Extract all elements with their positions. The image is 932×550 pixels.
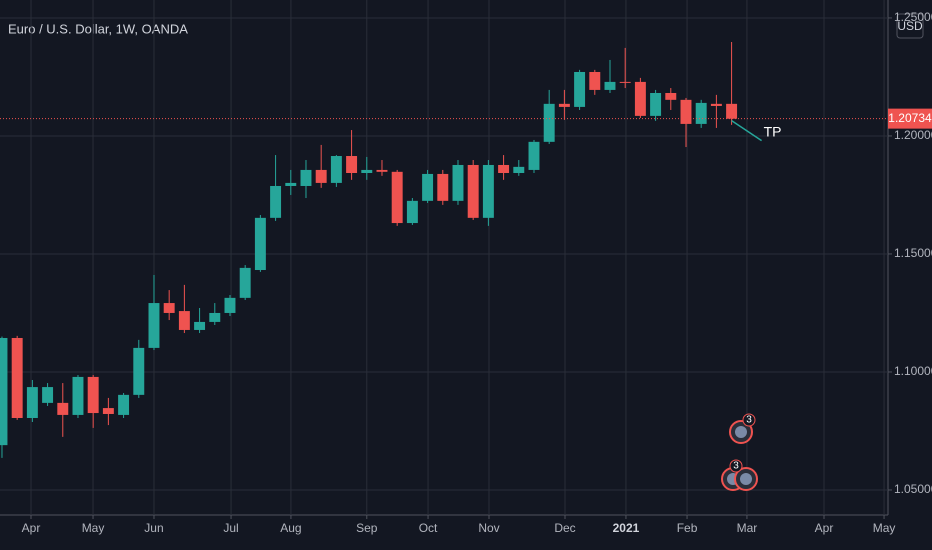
price-label-box <box>888 108 932 129</box>
candle-body <box>634 81 646 116</box>
candle-body <box>346 156 358 174</box>
event-badge <box>729 459 743 473</box>
annotation-line <box>731 120 763 142</box>
candle-body <box>528 141 540 170</box>
x-tick-label: Apr <box>815 521 834 535</box>
candle-body <box>558 103 570 107</box>
candle-body <box>0 337 8 446</box>
x-tick-label: Nov <box>478 521 499 535</box>
x-tick-label: Jul <box>223 521 238 535</box>
candle-body <box>467 164 479 218</box>
candle-body <box>57 402 69 415</box>
candle-body <box>482 164 494 218</box>
x-tick-label: Sep <box>356 521 378 535</box>
event-icon-inner <box>735 426 747 438</box>
y-tick-label: 1.20000 <box>894 128 932 142</box>
price-label: 1.20734 <box>888 111 932 125</box>
candle-body <box>270 185 282 218</box>
candle-body <box>148 303 160 348</box>
event-icon-inner <box>740 473 752 485</box>
candle-body <box>437 173 449 201</box>
y-tick-label: 1.15000 <box>894 246 932 260</box>
annotation: TP <box>764 123 782 139</box>
x-tick-label: 2021 <box>613 521 640 535</box>
x-tick-label: Dec <box>554 521 575 535</box>
candle-body <box>650 92 662 116</box>
candle-body <box>133 347 145 395</box>
y-tick-label: 1.10000 <box>894 364 932 378</box>
event-badge-label: 3 <box>746 415 752 426</box>
candle-body <box>209 312 221 322</box>
candle-body <box>361 169 373 174</box>
candle-body <box>26 387 38 418</box>
candle-body <box>513 166 525 174</box>
candle-body <box>574 71 586 107</box>
currency-label: USD <box>897 19 923 33</box>
candle-body <box>391 171 403 224</box>
candle-body <box>726 103 738 119</box>
x-tick-label: May <box>873 521 896 535</box>
x-tick-label: Aug <box>280 521 301 535</box>
candle-body <box>118 394 130 415</box>
candle-body <box>452 164 464 201</box>
candle-body <box>695 102 707 124</box>
candle-body <box>42 387 54 403</box>
candle-body <box>254 217 266 271</box>
candle-body <box>315 169 327 183</box>
candle-body <box>224 297 236 313</box>
candle-body <box>543 103 555 142</box>
candle-body <box>330 156 342 183</box>
x-tick-label: Apr <box>22 521 41 535</box>
candle-body <box>619 81 631 83</box>
y-tick-label: 1.25000 <box>894 10 932 24</box>
y-tick-label: 1.05000 <box>894 482 932 496</box>
candle-body <box>239 267 251 298</box>
currency-button[interactable] <box>896 13 924 39</box>
event-badge-label: 3 <box>733 461 739 472</box>
candle-body <box>680 99 692 124</box>
candle-body <box>163 303 175 313</box>
candle-body <box>102 408 114 414</box>
candle-body <box>604 81 616 90</box>
candle-body <box>589 71 601 90</box>
candle-body <box>285 182 297 186</box>
candle-body <box>11 337 23 418</box>
x-tick-label: Jun <box>144 521 163 535</box>
candle-body <box>422 173 434 201</box>
candle-body <box>194 321 206 330</box>
x-tick-label: May <box>82 521 105 535</box>
candle-body <box>406 200 418 224</box>
chart-title: Euro / U.S. Dollar, 1W, OANDA <box>8 21 188 36</box>
candle-body <box>665 92 677 100</box>
event-badge <box>742 413 756 427</box>
x-tick-label: Oct <box>419 521 438 535</box>
x-tick-label: Feb <box>677 521 698 535</box>
candle-body <box>710 103 722 106</box>
candle-body <box>72 376 84 415</box>
candle-body <box>178 311 190 330</box>
candle-body <box>87 376 99 414</box>
candle-body <box>300 169 312 186</box>
candle-body <box>376 169 388 172</box>
x-tick-label: Mar <box>737 521 758 535</box>
candle-body <box>498 164 510 174</box>
